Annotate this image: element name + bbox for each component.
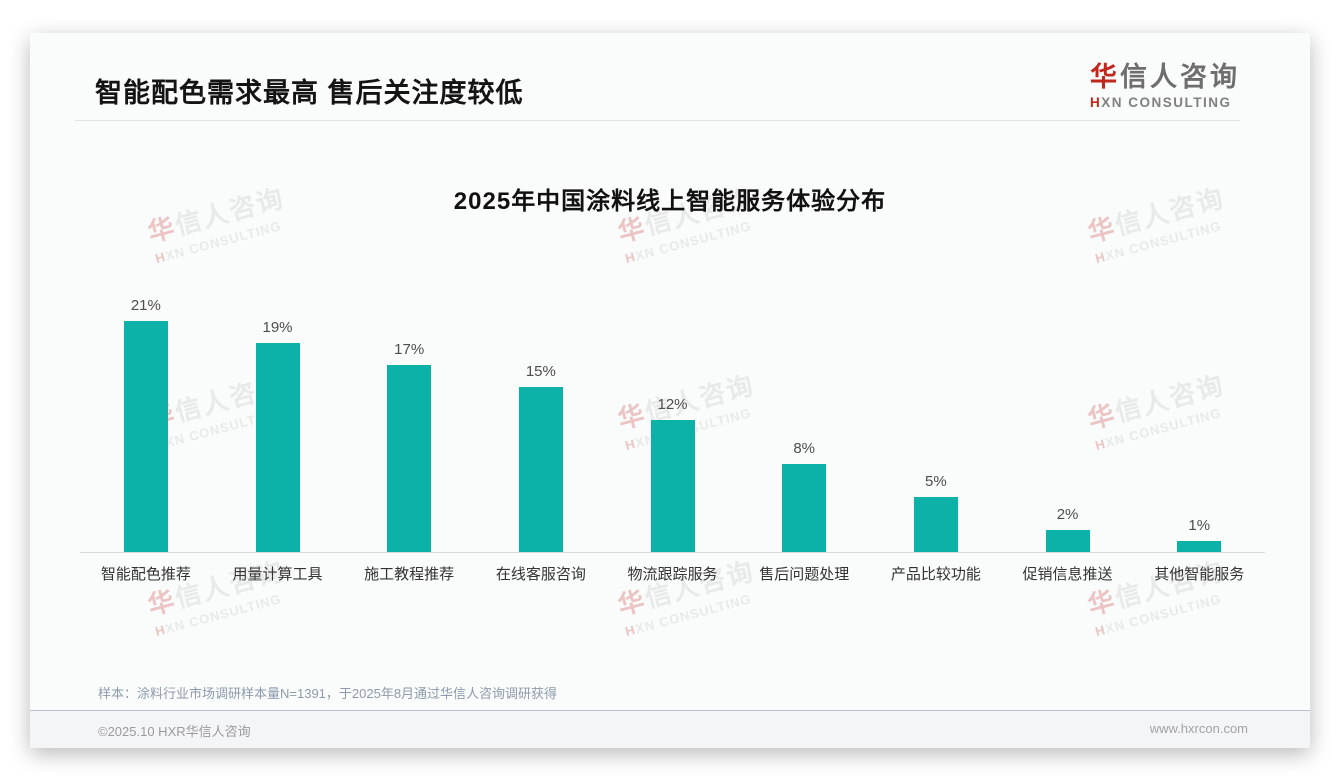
bar-slot: 12% (607, 173, 739, 552)
bar (518, 387, 563, 552)
bar-slot: 8% (738, 173, 870, 552)
report-card: 华信人咨询 HXN CONSULTING 华信人咨询 HXN CONSULTING 华信… (30, 33, 1310, 748)
logo-chinese-name: 华信人咨询 (1090, 62, 1240, 92)
category-label: 售后问题处理 (759, 566, 850, 583)
page-title: 智能配色需求最高 售后关注度较低 (95, 78, 524, 108)
bar (782, 464, 827, 552)
footer: ©2025.10 HXR华信人咨询 www.hxrcon.com (30, 710, 1310, 748)
bar-slot: 15% (475, 173, 607, 552)
category-label: 产品比较功能 (890, 566, 981, 583)
bar (1177, 541, 1222, 552)
bar-slot: 17% (343, 173, 475, 552)
sample-note: 样本：涂料行业市场调研样本量N=1391，于2025年8月通过华信人咨询调研获得 (98, 686, 558, 701)
bar-value-label: 17% (394, 341, 425, 358)
category-axis: 智能配色推荐 用量计算工具 施工教程推荐 在线客服咨询 物流跟踪服务 售后问题处理 产品比较… (80, 563, 1265, 584)
copyright-text: ©2025.10 HXR华信人咨询 (98, 724, 251, 739)
category-label: 促销信息推送 (1022, 566, 1113, 583)
bar (123, 321, 168, 552)
category-label: 用量计算工具 (232, 566, 323, 583)
website-link[interactable]: www.hxrcon.com (1149, 721, 1248, 736)
bar (387, 365, 432, 552)
bar (913, 497, 958, 552)
bar (255, 343, 300, 552)
bar-value-label: 12% (657, 396, 688, 413)
category-label: 物流跟踪服务 (627, 566, 718, 583)
category-label: 施工教程推荐 (364, 566, 455, 583)
bar-value-label: 15% (525, 363, 556, 380)
header-divider (75, 120, 1240, 121)
bar-value-label: 19% (262, 319, 293, 336)
logo-english-name: HXN CONSULTING (1090, 95, 1232, 110)
category-label: 在线客服咨询 (495, 566, 586, 583)
plot-area: 21% 19% 17% 15% 12% 8% 5% 2% 1% (80, 173, 1265, 553)
category-label: 其他智能服务 (1154, 566, 1245, 583)
bar-value-label: 5% (925, 473, 947, 490)
bar (650, 420, 695, 552)
bar-slot: 1% (1133, 173, 1265, 552)
category-label: 智能配色推荐 (100, 566, 191, 583)
bar-slot: 19% (212, 173, 344, 552)
chart-title: 2025年中国涂料线上智能服务体验分布 (453, 188, 887, 215)
bar-slot: 2% (1002, 173, 1134, 552)
bar-value-label: 21% (130, 297, 161, 314)
bar-slot: 21% (80, 173, 212, 552)
company-logo: 华信人咨询 HXN CONSULTING (1090, 55, 1240, 110)
bar-value-label: 1% (1188, 517, 1211, 534)
bar-slot: 5% (870, 173, 1002, 552)
bar (1045, 530, 1090, 552)
bar-value-label: 8% (793, 440, 816, 457)
bar-value-label: 2% (1056, 506, 1079, 523)
